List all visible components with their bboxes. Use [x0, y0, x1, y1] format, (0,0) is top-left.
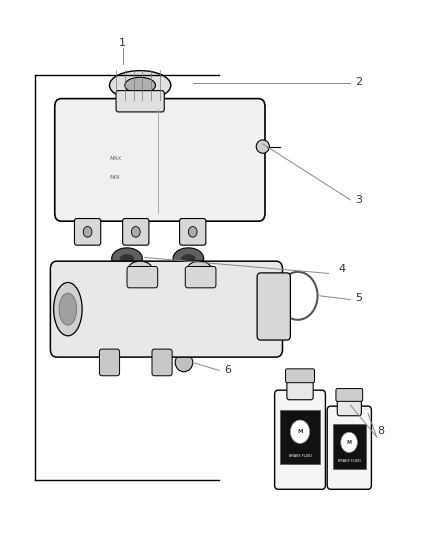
Ellipse shape	[112, 248, 142, 269]
FancyBboxPatch shape	[127, 266, 158, 288]
FancyBboxPatch shape	[99, 349, 120, 376]
FancyBboxPatch shape	[116, 91, 164, 112]
Text: M: M	[346, 440, 352, 445]
Text: 3: 3	[356, 195, 363, 205]
Text: MAX: MAX	[110, 156, 122, 161]
Ellipse shape	[187, 261, 211, 277]
Circle shape	[83, 227, 92, 237]
FancyBboxPatch shape	[327, 406, 371, 489]
FancyBboxPatch shape	[74, 219, 101, 245]
Text: MIN: MIN	[110, 174, 120, 180]
Text: BRAKE FLUID: BRAKE FLUID	[338, 459, 360, 463]
Ellipse shape	[180, 254, 196, 263]
Ellipse shape	[173, 248, 204, 269]
Bar	[280, 410, 320, 464]
Text: 5: 5	[356, 293, 363, 303]
Ellipse shape	[256, 140, 269, 154]
Circle shape	[290, 420, 310, 443]
Text: BRAKE FLUID: BRAKE FLUID	[289, 454, 311, 458]
Ellipse shape	[110, 70, 171, 100]
Text: 2: 2	[356, 77, 363, 87]
Ellipse shape	[128, 261, 152, 277]
Text: 4: 4	[338, 264, 345, 274]
Ellipse shape	[53, 282, 82, 336]
FancyBboxPatch shape	[180, 219, 206, 245]
FancyBboxPatch shape	[275, 390, 325, 489]
FancyBboxPatch shape	[286, 369, 314, 383]
Ellipse shape	[125, 77, 155, 93]
FancyBboxPatch shape	[336, 389, 363, 401]
FancyBboxPatch shape	[123, 219, 149, 245]
Text: 6: 6	[224, 365, 231, 375]
FancyBboxPatch shape	[287, 376, 313, 400]
Circle shape	[341, 432, 357, 453]
FancyBboxPatch shape	[257, 273, 290, 340]
Circle shape	[131, 227, 140, 237]
FancyBboxPatch shape	[55, 99, 265, 221]
FancyBboxPatch shape	[152, 349, 172, 376]
Ellipse shape	[119, 254, 135, 263]
FancyBboxPatch shape	[337, 394, 361, 416]
Text: 1: 1	[119, 38, 126, 47]
Bar	[333, 424, 366, 469]
Text: M: M	[297, 429, 303, 434]
Ellipse shape	[175, 353, 193, 372]
Circle shape	[188, 227, 197, 237]
Ellipse shape	[59, 293, 77, 325]
Text: 8: 8	[378, 426, 385, 437]
FancyBboxPatch shape	[185, 266, 216, 288]
FancyBboxPatch shape	[50, 261, 283, 357]
